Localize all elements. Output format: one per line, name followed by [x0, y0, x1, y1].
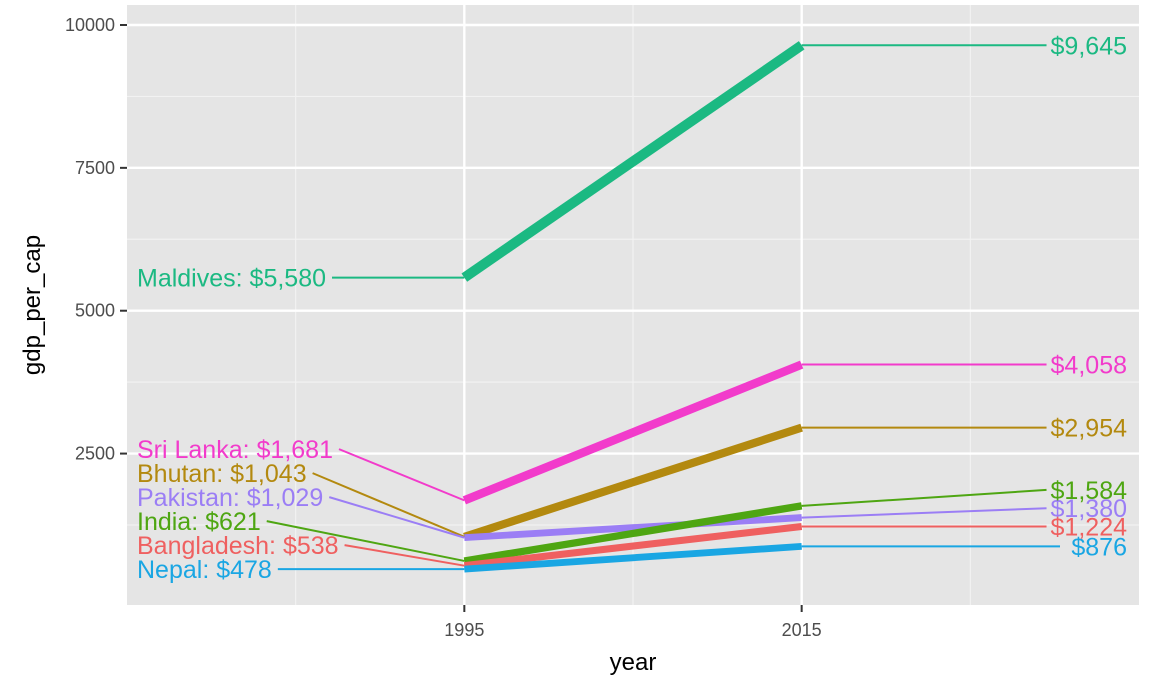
left-label-india: India: $621	[137, 508, 261, 536]
series-line-nepal	[464, 542, 802, 573]
right-label-maldives: $9,645	[1051, 32, 1127, 60]
major-gridlines	[127, 5, 1139, 605]
series-line-sri-lanka	[462, 360, 804, 505]
x-tick-label: 2015	[782, 620, 822, 640]
series-line-bhutan	[463, 423, 803, 541]
y-tick-label: 5000	[75, 301, 115, 321]
series-labels: Maldives: $5,580 $9,645 Sri Lanka: $1,681 $…	[137, 32, 1127, 584]
right-label-india: $1,584	[1051, 477, 1128, 505]
axes: 2500 5000 7500 10000 1995 2015	[65, 15, 822, 640]
label-connectors	[266, 44, 1060, 571]
left-connector-sri-lanka	[338, 448, 465, 502]
left-label-bangladesh: Bangladesh: $538	[137, 532, 339, 560]
right-label-bangladesh: $1,224	[1051, 513, 1128, 541]
right-label-sri-lanka: $4,058	[1051, 352, 1127, 380]
left-connector-bhutan	[312, 472, 465, 538]
right-connector-india	[801, 488, 1047, 507]
series-line-india	[463, 502, 803, 565]
x-tick-label: 1995	[444, 620, 484, 640]
y-tick-label: 7500	[75, 158, 115, 178]
left-label-maldives: Maldives: $5,580	[137, 265, 326, 293]
right-label-nepal: $876	[1071, 533, 1127, 561]
series-line-bangladesh	[463, 522, 803, 570]
left-label-nepal: Nepal: $478	[137, 556, 272, 584]
left-label-bhutan: Bhutan: $1,043	[137, 460, 307, 488]
left-label-sri-lanka: Sri Lanka: $1,681	[137, 436, 333, 464]
y-tick-label: 2500	[75, 444, 115, 464]
left-connector-india	[266, 520, 465, 562]
minor-gridlines	[127, 5, 1139, 605]
right-label-pakistan: $1,380	[1051, 495, 1127, 523]
left-connector-pakistan	[328, 496, 465, 539]
right-label-bhutan: $2,954	[1051, 415, 1128, 443]
series-line-maldives	[461, 41, 805, 282]
y-tick-label: 10000	[65, 15, 115, 35]
series-lines	[461, 41, 805, 573]
left-label-pakistan: Pakistan: $1,029	[137, 484, 323, 512]
y-axis-title: gdp_per_cap	[19, 235, 46, 375]
left-connector-bangladesh	[344, 544, 465, 567]
series-line-pakistan	[464, 514, 802, 542]
x-axis-title: year	[610, 649, 657, 676]
right-connector-pakistan	[801, 507, 1047, 519]
